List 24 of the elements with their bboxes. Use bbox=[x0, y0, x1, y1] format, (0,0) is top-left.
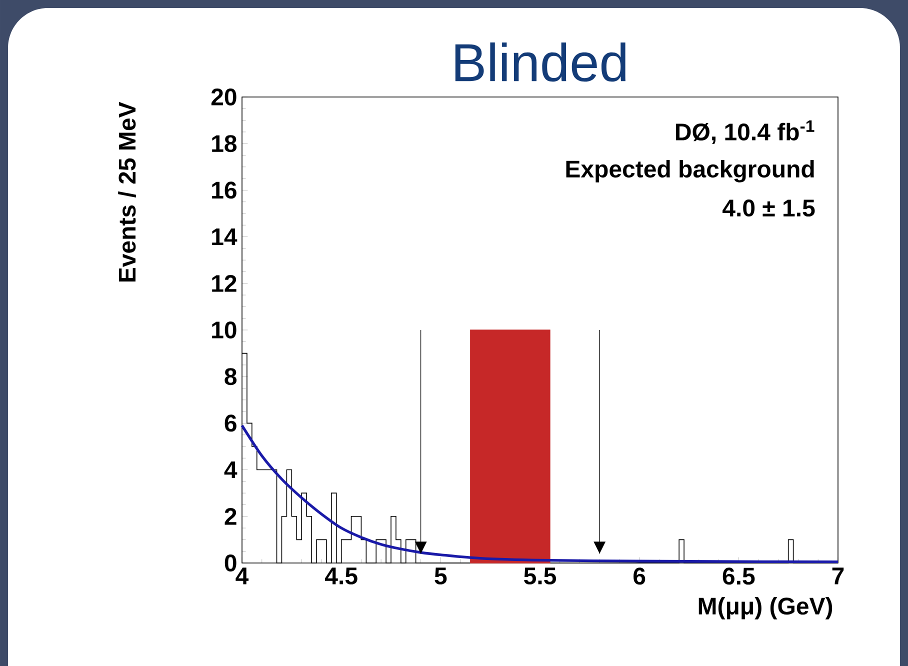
x-tick-label: 5.5 bbox=[524, 568, 556, 584]
x-tick-label: 6.5 bbox=[722, 568, 755, 585]
chart-title: Blinded bbox=[455, 42, 626, 82]
annotation: DØ, 10.4 fb$^{-1}$ bbox=[676, 120, 814, 144]
x-tick-label: 4 bbox=[236, 568, 249, 584]
y-tick-label: 2 bbox=[224, 508, 236, 525]
x-axis-title: M(μμ) (GeV) bbox=[698, 597, 832, 620]
y-tick-label: 4 bbox=[224, 462, 238, 478]
annotation: 4.0 ± 1.5 bbox=[722, 200, 815, 217]
y-tick-label: 18 bbox=[212, 135, 237, 152]
y-tick-label: 12 bbox=[212, 274, 236, 292]
y-tick-label: 0 bbox=[224, 554, 236, 572]
y-tick-label: 20 bbox=[211, 88, 236, 106]
x-tick-label: 4.5 bbox=[325, 568, 358, 584]
x-tick-label: 7 bbox=[832, 568, 844, 584]
y-tick-label: 16 bbox=[212, 182, 236, 199]
y-tick-label: 14 bbox=[212, 228, 238, 246]
y-tick-label: 8 bbox=[224, 368, 237, 386]
y-tick-label: 10 bbox=[212, 321, 236, 338]
x-tick-label: 6 bbox=[634, 568, 646, 585]
y-axis-title: Events / 25 MeV bbox=[118, 102, 136, 282]
y-tick-label: 6 bbox=[224, 414, 236, 432]
annotation: Expected background bbox=[566, 160, 814, 182]
x-tick-label: 5 bbox=[434, 568, 447, 584]
